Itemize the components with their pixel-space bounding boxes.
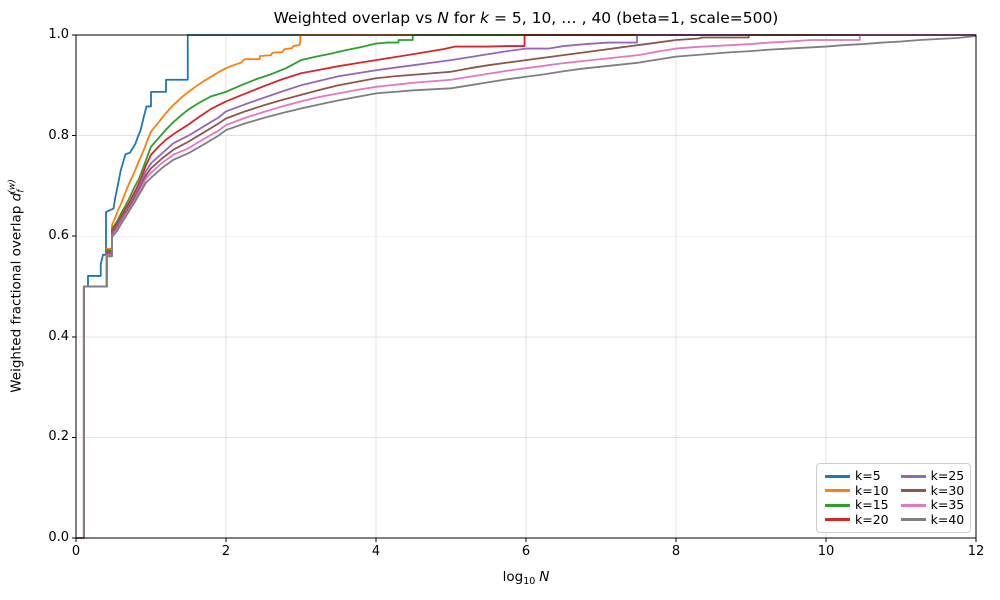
x-tick-label-12: 12 [967, 544, 985, 559]
y-tick-label-0.0: 0.0 [48, 530, 69, 545]
y-tick-label-0.4: 0.4 [48, 328, 69, 344]
legend-line-swatch [900, 474, 926, 478]
y-label-sub-f: f [16, 189, 27, 193]
legend-line-swatch [825, 489, 850, 493]
x-tick-label-8: 8 [671, 544, 681, 559]
y-label-text: Weighted fractional overlap [8, 201, 25, 393]
legend-label: k=15 [855, 497, 889, 513]
legend-item-k-35: k=35 [900, 497, 965, 513]
legend-label: k=10 [855, 482, 889, 498]
series-line-k-5 [76, 34, 976, 539]
x-tick-label-0: 0 [71, 544, 81, 559]
legend-item-k-15: k=15 [825, 498, 889, 512]
legend-line-swatch [825, 474, 850, 478]
y-tick-label-0.6: 0.6 [48, 228, 69, 244]
legend-label: k=30 [930, 482, 965, 498]
legend-line-swatch [900, 503, 926, 507]
title-text-2: for [448, 9, 481, 27]
legend-label: k=20 [855, 511, 889, 527]
legend-item-k-40: k=40 [900, 511, 965, 527]
x-label-var-N: N [539, 569, 550, 585]
y-axis-label: Weighted fractional overlap df(w) [8, 179, 27, 393]
legend-line-swatch [900, 518, 926, 522]
title-text-3: = 5, 10, … , 40 (beta=1, scale=500) [489, 9, 779, 27]
legend-line-swatch [825, 503, 850, 507]
legend-item-k-20: k=20 [825, 511, 889, 527]
x-tick-label-4: 4 [371, 544, 381, 559]
legend-label: k=25 [930, 468, 965, 484]
x-label-log: log [502, 569, 524, 585]
series-line-k-40 [76, 35, 977, 539]
legend-item-k-5: k=5 [825, 469, 889, 483]
x-label-base-10: 10 [523, 576, 536, 587]
legend-line-swatch [900, 489, 926, 493]
legend-label: k=35 [930, 497, 965, 513]
y-tick-label-0.8: 0.8 [48, 127, 69, 143]
axis-ticks [72, 34, 977, 542]
legend-item-k-30: k=30 [900, 482, 965, 498]
x-tick-label-2: 2 [221, 544, 231, 559]
series-line-k-15 [76, 34, 976, 539]
x-tick-label-6: 6 [521, 544, 531, 559]
title-var-N: N [437, 9, 449, 27]
y-label-sup-w: (w) [7, 179, 18, 194]
x-axis-label: log10 N [76, 569, 976, 587]
y-label-var-d: d [8, 192, 25, 202]
legend-item-k-10: k=10 [825, 482, 889, 498]
legend-label: k=5 [855, 468, 881, 484]
series-line-k-10 [76, 34, 976, 539]
series-lines [76, 34, 977, 539]
x-tick-label-10: 10 [817, 544, 835, 559]
legend-label: k=40 [930, 511, 965, 527]
title-var-k: k [480, 9, 490, 27]
series-line-k-20 [76, 34, 976, 539]
title-text-1: Weighted overlap vs [273, 9, 438, 27]
legend: k=5 k=10 k=15 k=20 k=25 k=30 k=35 k=40 [816, 463, 971, 533]
y-tick-label-1.0: 1.0 [48, 27, 69, 42]
legend-item-k-25: k=25 [900, 468, 965, 484]
legend-line-swatch [825, 518, 850, 522]
y-tick-label-0.2: 0.2 [48, 429, 69, 445]
chart-title: Weighted overlap vs N for k = 5, 10, … ,… [76, 9, 976, 27]
